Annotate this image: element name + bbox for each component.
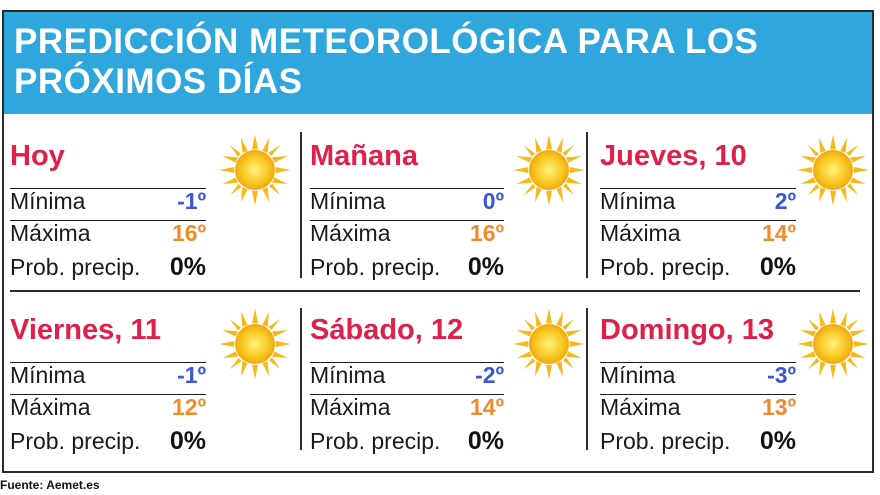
- max-value: 14º: [470, 394, 504, 420]
- column-divider: [300, 132, 302, 278]
- max-row: Máxima 12º: [10, 394, 206, 420]
- min-value: -3º: [767, 362, 796, 388]
- sun-icon: [513, 308, 585, 380]
- max-row: Máxima 14º: [600, 220, 796, 246]
- day-name: Sábado, 12: [310, 314, 464, 346]
- day-card-sabado: Sábado, 12 Mínima -2º Máxima 14º Prob. p…: [310, 308, 600, 455]
- day-card-viernes: Viernes, 11 Mínima -1º Máxima 12º Prob. …: [10, 308, 300, 455]
- min-label: Mínima: [10, 188, 86, 214]
- column-divider: [586, 132, 588, 278]
- prob-value: 0%: [467, 253, 504, 281]
- min-value: -2º: [475, 362, 504, 388]
- day-card-domingo: Domingo, 13 Mínima -3º Máxima 13º Prob. …: [600, 308, 880, 455]
- day-name: Hoy: [10, 140, 65, 172]
- min-row: Mínima -3º: [600, 362, 796, 388]
- max-row: Máxima 16º: [310, 220, 504, 246]
- min-label: Mínima: [600, 188, 676, 214]
- prob-value: 0%: [467, 427, 504, 455]
- max-row: Máxima 14º: [310, 394, 504, 420]
- min-label: Mínima: [10, 362, 86, 388]
- prob-value: 0%: [759, 253, 796, 281]
- day-name: Domingo, 13: [600, 314, 775, 346]
- page-title: PREDICCIÓN METEOROLÓGICA PARA LOS PRÓXIM…: [14, 22, 759, 101]
- max-value: 12º: [172, 394, 206, 420]
- forecast-panel: PREDICCIÓN METEOROLÓGICA PARA LOS PRÓXIM…: [2, 10, 874, 473]
- header-banner: PREDICCIÓN METEOROLÓGICA PARA LOS PRÓXIM…: [4, 12, 872, 114]
- prob-value: 0%: [759, 427, 796, 455]
- column-divider: [586, 308, 588, 450]
- max-label: Máxima: [310, 394, 391, 420]
- min-row: Mínima 2º: [600, 188, 796, 214]
- max-value: 14º: [762, 220, 796, 246]
- sun-icon: [219, 134, 291, 206]
- min-row: Mínima -1º: [10, 188, 206, 214]
- min-row: Mínima 0º: [310, 188, 504, 214]
- max-row: Máxima 13º: [600, 394, 796, 420]
- prob-label: Prob. precip.: [310, 254, 441, 280]
- day-card-manana: Mañana Mínima 0º Máxima 16º Prob. precip…: [310, 134, 600, 281]
- row-divider: [10, 290, 860, 292]
- source-credit: Fuente: Aemet.es: [0, 478, 100, 492]
- sun-icon: [219, 308, 291, 380]
- max-label: Máxima: [600, 394, 681, 420]
- min-value: 2º: [774, 188, 796, 214]
- max-label: Máxima: [10, 394, 91, 420]
- sun-icon: [513, 134, 585, 206]
- min-label: Mínima: [600, 362, 676, 388]
- max-label: Máxima: [310, 220, 391, 246]
- day-name: Viernes, 11: [10, 314, 162, 346]
- max-row: Máxima 16º: [10, 220, 206, 246]
- prob-value: 0%: [169, 427, 206, 455]
- min-row: Mínima -1º: [10, 362, 206, 388]
- day-card-hoy: Hoy Mínima -1º Máxima 16º Prob. precip. …: [10, 134, 300, 281]
- min-value: 0º: [482, 188, 504, 214]
- sun-icon: [797, 308, 869, 380]
- max-value: 16º: [470, 220, 504, 246]
- min-value: -1º: [177, 362, 206, 388]
- max-value: 13º: [762, 394, 796, 420]
- prob-label: Prob. precip.: [10, 254, 141, 280]
- prob-label: Prob. precip.: [10, 428, 141, 454]
- day-name: Mañana: [310, 140, 418, 172]
- column-divider: [300, 308, 302, 450]
- prob-label: Prob. precip.: [600, 254, 731, 280]
- max-label: Máxima: [10, 220, 91, 246]
- min-label: Mínima: [310, 188, 386, 214]
- max-value: 16º: [172, 220, 206, 246]
- min-label: Mínima: [310, 362, 386, 388]
- min-value: -1º: [177, 188, 206, 214]
- min-row: Mínima -2º: [310, 362, 504, 388]
- sun-icon: [797, 134, 869, 206]
- day-card-jueves: Jueves, 10 Mínima 2º Máxima 14º Prob. pr…: [600, 134, 880, 281]
- prob-label: Prob. precip.: [600, 428, 731, 454]
- max-label: Máxima: [600, 220, 681, 246]
- prob-label: Prob. precip.: [310, 428, 441, 454]
- prob-value: 0%: [169, 253, 206, 281]
- day-name: Jueves, 10: [600, 140, 747, 172]
